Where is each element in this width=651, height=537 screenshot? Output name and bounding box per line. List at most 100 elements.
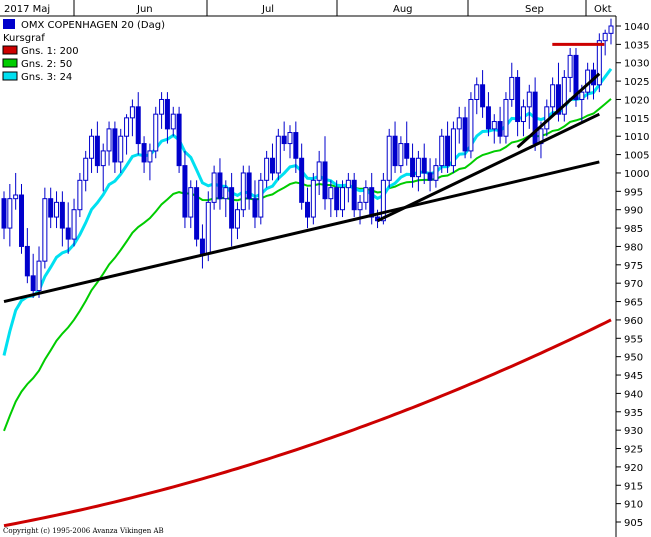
- candle-body: [100, 150, 106, 167]
- candle-body: [293, 132, 299, 159]
- legend-label: Gns. 3: 24: [21, 72, 72, 83]
- y-tick-label: 945: [624, 371, 643, 382]
- candle-body: [299, 157, 305, 203]
- candle-body: [497, 121, 503, 137]
- y-tick-label: 940: [624, 389, 643, 400]
- candle-body: [7, 198, 13, 229]
- candle-body: [462, 117, 468, 152]
- candle-body: [322, 161, 328, 200]
- candle-body: [363, 187, 369, 203]
- candle-body: [269, 157, 275, 174]
- legend-swatch: [3, 19, 15, 29]
- y-tick-label: 915: [624, 481, 643, 492]
- candle-body: [217, 172, 223, 200]
- candle-body: [106, 128, 112, 152]
- legend-label: OMX COPENHAGEN 20 (Dag): [21, 20, 165, 31]
- ma50-line: [3, 98, 612, 432]
- candlestick-series: [1, 18, 614, 298]
- candle-body: [211, 172, 217, 203]
- candle-body: [1, 198, 7, 229]
- candle-body: [281, 135, 287, 145]
- y-tick-label: 995: [624, 187, 643, 198]
- candle-body: [515, 76, 521, 123]
- candle-body: [141, 143, 147, 163]
- candle-body: [404, 143, 410, 159]
- ma24-line: [2, 68, 613, 356]
- candle-body: [503, 98, 509, 137]
- candle-body: [485, 106, 491, 130]
- legend-label: Kursgraf: [3, 33, 45, 44]
- y-axis: 905 910 915 920 925 930 935 940 945 950 955 960 965 9…: [0, 15, 649, 537]
- y-tick-label: 1010: [624, 132, 649, 143]
- candle-body: [205, 201, 211, 255]
- y-tick-label: 975: [624, 261, 643, 272]
- y-tick-label: 1035: [624, 40, 649, 51]
- y-tick-label: 970: [624, 279, 643, 290]
- candle-body: [491, 121, 497, 130]
- legend-swatch: [2, 71, 18, 81]
- trendlines: [3, 42, 605, 304]
- candle-body: [334, 187, 340, 211]
- candle-body: [223, 187, 229, 200]
- candle-body: [410, 157, 416, 178]
- y-tick-label: 930: [624, 426, 643, 437]
- month-label: Aug: [393, 4, 413, 15]
- trendline: [3, 160, 600, 304]
- candle-body: [24, 245, 30, 277]
- candle-body: [59, 201, 65, 229]
- candle-body: [153, 113, 159, 152]
- candle-body: [275, 135, 281, 174]
- month-label: Okt: [594, 4, 612, 15]
- candle-body: [147, 150, 153, 163]
- candle-body: [13, 194, 19, 200]
- candle-body: [287, 132, 293, 145]
- candle-body: [602, 32, 608, 42]
- candle-body: [182, 165, 188, 218]
- candle-body: [480, 84, 486, 108]
- legend-label: Gns. 1: 200: [21, 46, 79, 57]
- candle-body: [54, 201, 60, 218]
- candle-body: [83, 157, 89, 181]
- candle-body: [246, 172, 252, 200]
- candle-body: [65, 227, 71, 240]
- candle-body: [386, 135, 392, 181]
- candle-body: [369, 187, 375, 218]
- candle-body: [520, 106, 526, 123]
- candle-body: [305, 201, 310, 218]
- candle-body: [229, 187, 235, 229]
- candle-body: [42, 198, 48, 262]
- month-axis: 2017 Maj Jun Jul Aug Sep Okt: [4, 0, 612, 16]
- candle-body: [392, 135, 398, 167]
- candle-body: [176, 113, 182, 167]
- candle-body: [456, 117, 462, 130]
- candle-body: [124, 117, 130, 137]
- candle-body: [345, 179, 351, 189]
- candle-body: [526, 91, 532, 108]
- y-tick-label: 950: [624, 353, 643, 364]
- candle-body: [71, 209, 77, 240]
- candle-body: [468, 98, 474, 152]
- y-tick-label: 960: [624, 316, 643, 327]
- y-tick-label: 1040: [624, 22, 649, 33]
- candle-body: [567, 54, 573, 78]
- candle-body: [240, 172, 246, 211]
- candle-body: [258, 179, 264, 218]
- moving-average-lines: [2, 68, 613, 528]
- candle-body: [19, 194, 25, 247]
- y-tick-label: 955: [624, 334, 643, 345]
- y-tick-label: 1020: [624, 95, 649, 106]
- y-tick-label: 1015: [624, 114, 649, 125]
- y-tick-label: 1025: [624, 77, 649, 88]
- candle-body: [351, 179, 357, 211]
- y-tick-label: 935: [624, 408, 643, 419]
- candle-body: [573, 54, 579, 100]
- candle-body: [112, 128, 118, 163]
- y-tick-label: 920: [624, 463, 643, 474]
- legend-swatch: [2, 45, 18, 55]
- legend-swatch: [2, 58, 18, 68]
- candle-body: [194, 187, 200, 240]
- candle-body: [555, 84, 561, 115]
- y-tick-label: 985: [624, 224, 643, 235]
- candle-body: [310, 179, 316, 218]
